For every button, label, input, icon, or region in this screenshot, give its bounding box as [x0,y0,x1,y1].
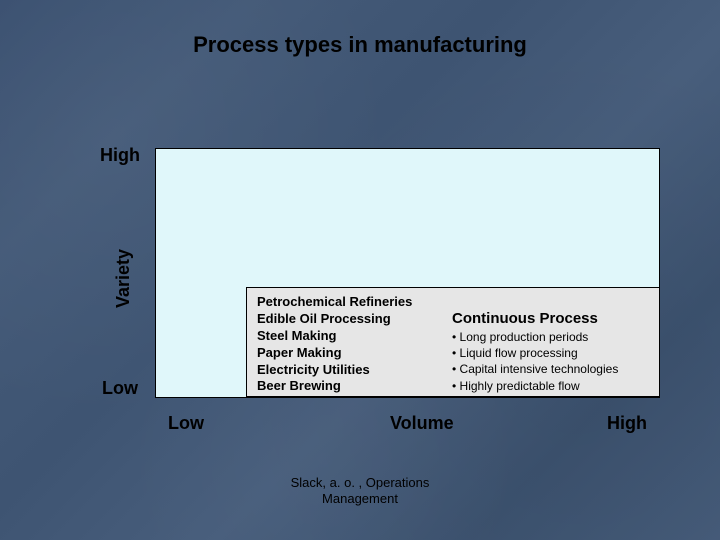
x-axis-high-label: High [607,413,647,434]
example-item: Edible Oil Processing [257,311,452,328]
example-item: Petrochemical Refineries [257,294,452,311]
process-bullets: • Long production periods • Liquid flow … [452,329,649,394]
process-title: Continuous Process [452,310,649,327]
bullet-item: • Highly predictable flow [452,378,649,394]
y-axis-low-label: Low [102,378,138,399]
example-item: Electricity Utilities [257,362,452,379]
y-axis-label: Variety [113,249,134,308]
continuous-process-box: Petrochemical Refineries Edible Oil Proc… [246,287,660,397]
example-item: Steel Making [257,328,452,345]
citation: Slack, a. o. , Operations Management [0,475,720,506]
process-examples-list: Petrochemical Refineries Edible Oil Proc… [257,294,452,390]
example-item: Beer Brewing [257,378,452,395]
slide-title: Process types in manufacturing [0,32,720,58]
example-item: Paper Making [257,345,452,362]
x-axis-low-label: Low [168,413,204,434]
x-axis-label: Volume [390,413,454,434]
bullet-item: • Capital intensive technologies [452,361,649,377]
bullet-item: • Long production periods [452,329,649,345]
matrix-plot-area: Petrochemical Refineries Edible Oil Proc… [155,148,660,398]
bullet-item: • Liquid flow processing [452,345,649,361]
process-description: Continuous Process • Long production per… [452,294,649,390]
y-axis-high-label: High [100,145,140,166]
